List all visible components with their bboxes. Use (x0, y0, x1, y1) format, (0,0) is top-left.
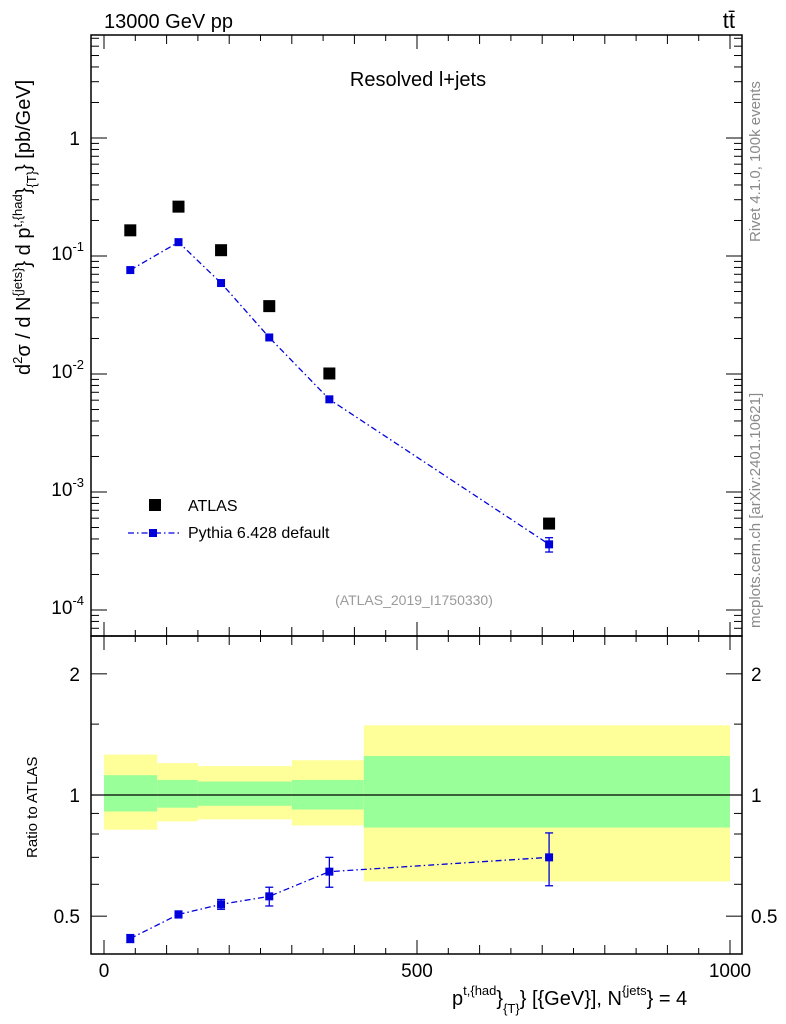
axis-tick-labels: 10-4 10-3 10-2 10-1 1 0.5 0.5 1 1 2 2 0 500 1000 (51, 129, 777, 982)
pythia-point-ratio (174, 910, 183, 919)
energy-label: 13000 GeV pp (104, 11, 233, 33)
legend-pythia-marker (149, 529, 157, 537)
y-tick-label-main: 10-3 (51, 475, 84, 501)
pythia-point-main (545, 540, 554, 549)
pythia-line-ratio (130, 856, 550, 940)
process-label: tt̄ (723, 8, 735, 33)
atlas-point (124, 224, 137, 237)
pythia-point-main (325, 395, 334, 404)
legend-pythia-label: Pythia 6.428 default (188, 525, 330, 542)
y-tick-label-ratio: 2 (69, 665, 80, 686)
pythia-point-ratio (217, 900, 226, 909)
ratio-band-inner (104, 775, 158, 812)
y-tick-label-ratio: 0.5 (54, 907, 80, 928)
y-tick-label-main: 10-4 (51, 593, 84, 619)
y-tick-label-main: 1 (69, 129, 80, 150)
side-label-rivet: Rivet 4.1.0, 100k events (747, 81, 764, 242)
y-tick-label-ratio-right: 1 (751, 786, 762, 807)
legend-atlas-marker (149, 499, 161, 511)
pythia-point-main (126, 266, 135, 275)
pythia-point-ratio (325, 867, 334, 876)
pythia-point-ratio (545, 853, 554, 862)
atlas-point (172, 200, 185, 213)
pythia-point-main (217, 279, 226, 288)
ratio-band-inner (157, 779, 198, 808)
y-axis-label-main: d2σ / d N{jets}} d pt,{had}{T}} [pb/GeV] (10, 80, 39, 375)
pythia-point-main (174, 238, 183, 247)
panel-title: Resolved l+jets (350, 69, 486, 91)
atlas-point (263, 300, 276, 313)
pythia-point-main (265, 333, 274, 342)
ratio-band-inner (363, 755, 730, 828)
legend: ATLAS Pythia 6.428 default (128, 498, 330, 542)
atlas-point (543, 517, 556, 530)
legend-atlas-label: ATLAS (188, 498, 238, 515)
y-tick-label-ratio-right: 2 (751, 665, 762, 686)
x-tick-label: 500 (401, 961, 433, 982)
pythia-point-ratio (126, 934, 135, 943)
atlas-point (323, 367, 336, 380)
pythia-line-main (129, 241, 550, 545)
pythia-point-ratio (265, 892, 274, 901)
data-marks (124, 200, 556, 944)
y-axis-label-ratio: Ratio to ATLAS (24, 757, 41, 858)
x-tick-label: 1000 (709, 961, 751, 982)
atlas-point (215, 244, 228, 257)
axis-ticks (91, 35, 742, 954)
x-axis-label: pt,{had}{T}} [{GeV}], N{jets} = 4 (452, 983, 687, 1016)
analysis-id: (ATLAS_2019_I1750330) (335, 592, 493, 608)
y-tick-label-ratio: 1 (69, 786, 80, 807)
y-tick-label-main: 10-2 (51, 357, 84, 383)
y-tick-label-main: 10-1 (51, 239, 84, 265)
y-tick-label-ratio-right: 0.5 (751, 907, 777, 928)
x-tick-label: 0 (99, 961, 110, 982)
ratio-band-inner (197, 781, 292, 806)
ratio-uncertainty-bands (91, 725, 742, 882)
side-label-mcplots: mcplots.cern.ch [arXiv:2401.10621] (747, 393, 764, 628)
main-panel-frame (90, 34, 743, 637)
